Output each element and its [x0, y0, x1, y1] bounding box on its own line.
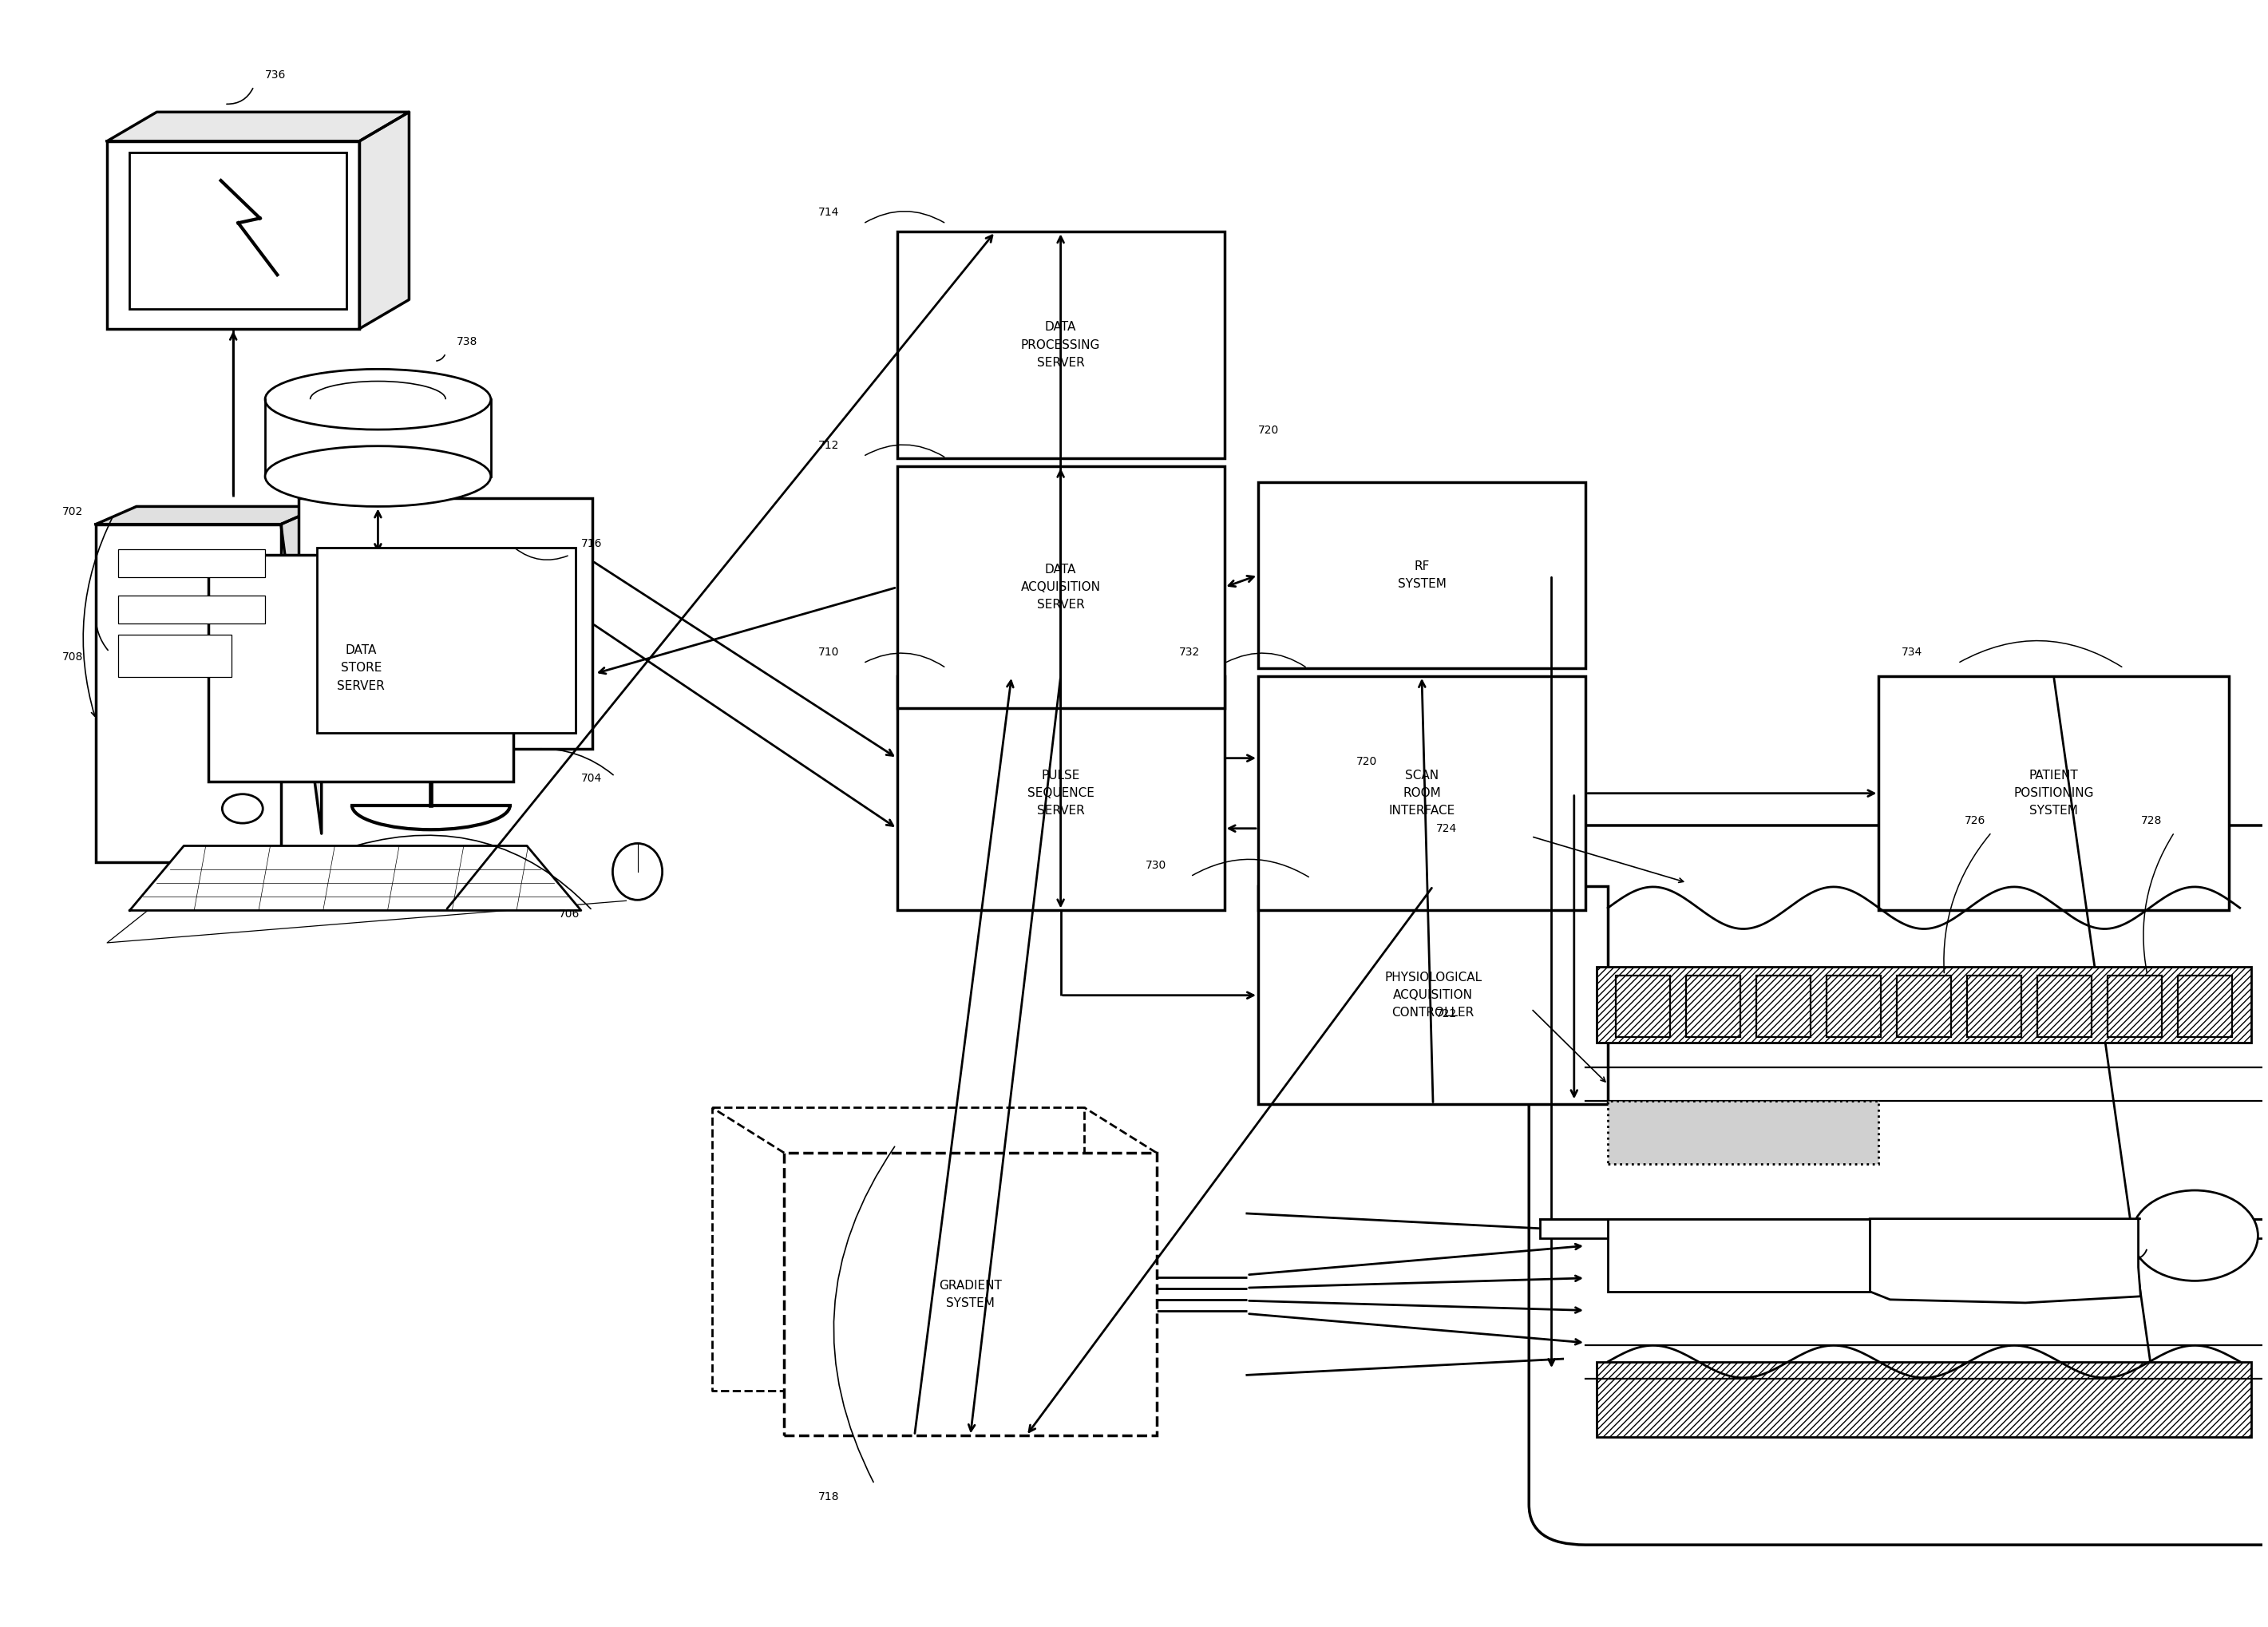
- Polygon shape: [129, 846, 581, 911]
- Bar: [1540, 1219, 2268, 1238]
- Text: DATA
STORE
SERVER: DATA STORE SERVER: [338, 644, 386, 691]
- Text: 730: 730: [1145, 859, 1166, 870]
- Ellipse shape: [612, 843, 662, 900]
- Text: GRADIENT
SYSTEM: GRADIENT SYSTEM: [939, 1279, 1002, 1310]
- Bar: [2037, 976, 2091, 1036]
- Text: 738: 738: [456, 337, 479, 347]
- Polygon shape: [95, 506, 322, 524]
- Text: PHYSIOLOGICAL
ACQUISITION
CONTROLLER: PHYSIOLOGICAL ACQUISITION CONTROLLER: [1383, 971, 1481, 1019]
- Bar: [265, 399, 490, 477]
- Text: DATA
ACQUISITION
SERVER: DATA ACQUISITION SERVER: [1021, 563, 1100, 612]
- Bar: [1259, 677, 1585, 911]
- Text: 702: 702: [61, 506, 84, 517]
- Bar: [1259, 887, 1608, 1105]
- Bar: [209, 555, 513, 781]
- Polygon shape: [107, 112, 408, 142]
- Text: 718: 718: [819, 1492, 839, 1503]
- Text: 706: 706: [558, 908, 581, 919]
- Text: SCAN
ROOM
INTERFACE: SCAN ROOM INTERFACE: [1388, 770, 1456, 817]
- Bar: [129, 153, 347, 309]
- Text: 724: 724: [1436, 823, 1458, 835]
- Text: PATIENT
POSITIONING
SYSTEM: PATIENT POSITIONING SYSTEM: [2014, 770, 2093, 817]
- Circle shape: [222, 794, 263, 823]
- Bar: [1755, 976, 1810, 1036]
- Bar: [1617, 976, 1669, 1036]
- Bar: [318, 547, 576, 732]
- Text: 712: 712: [819, 439, 839, 451]
- Text: 720: 720: [1356, 757, 1377, 768]
- Ellipse shape: [265, 446, 490, 506]
- Text: 708: 708: [61, 651, 84, 662]
- Bar: [1685, 976, 1740, 1036]
- Bar: [299, 498, 592, 748]
- Bar: [1597, 1362, 2252, 1437]
- Bar: [2107, 976, 2161, 1036]
- Bar: [1608, 1219, 1869, 1292]
- Text: PULSE
SEQUENCE
SERVER: PULSE SEQUENCE SERVER: [1027, 770, 1093, 817]
- Circle shape: [2132, 1191, 2259, 1280]
- Ellipse shape: [265, 369, 490, 430]
- Bar: [898, 677, 1225, 911]
- Bar: [2177, 976, 2232, 1036]
- Polygon shape: [281, 506, 322, 833]
- Bar: [898, 231, 1225, 457]
- Polygon shape: [1869, 1219, 2141, 1303]
- Bar: [898, 465, 1225, 708]
- Text: 710: 710: [819, 646, 839, 657]
- Text: RF
SYSTEM: RF SYSTEM: [1397, 560, 1447, 591]
- Bar: [107, 142, 358, 329]
- Bar: [1608, 1101, 1878, 1165]
- Text: 704: 704: [581, 773, 601, 784]
- Text: 722: 722: [1436, 1009, 1458, 1020]
- Text: DATA
PROCESSING
SERVER: DATA PROCESSING SERVER: [1021, 321, 1100, 369]
- Text: 720: 720: [1259, 425, 1279, 436]
- Polygon shape: [358, 112, 408, 329]
- Bar: [118, 595, 265, 623]
- Text: 714: 714: [819, 207, 839, 218]
- Bar: [1966, 976, 2021, 1036]
- Text: 732: 732: [1179, 646, 1200, 657]
- Text: 728: 728: [2141, 815, 2161, 827]
- FancyBboxPatch shape: [1529, 825, 2268, 1546]
- Text: 726: 726: [1964, 815, 1984, 827]
- Bar: [1896, 976, 1950, 1036]
- Bar: [118, 635, 231, 677]
- Bar: [95, 524, 281, 862]
- Bar: [785, 1154, 1157, 1435]
- Bar: [118, 550, 265, 578]
- Text: 734: 734: [1901, 646, 1923, 657]
- Text: 736: 736: [265, 70, 286, 81]
- Bar: [1878, 677, 2229, 911]
- Text: 716: 716: [581, 539, 603, 550]
- Bar: [1259, 482, 1585, 669]
- Bar: [1597, 966, 2252, 1043]
- Bar: [1826, 976, 1880, 1036]
